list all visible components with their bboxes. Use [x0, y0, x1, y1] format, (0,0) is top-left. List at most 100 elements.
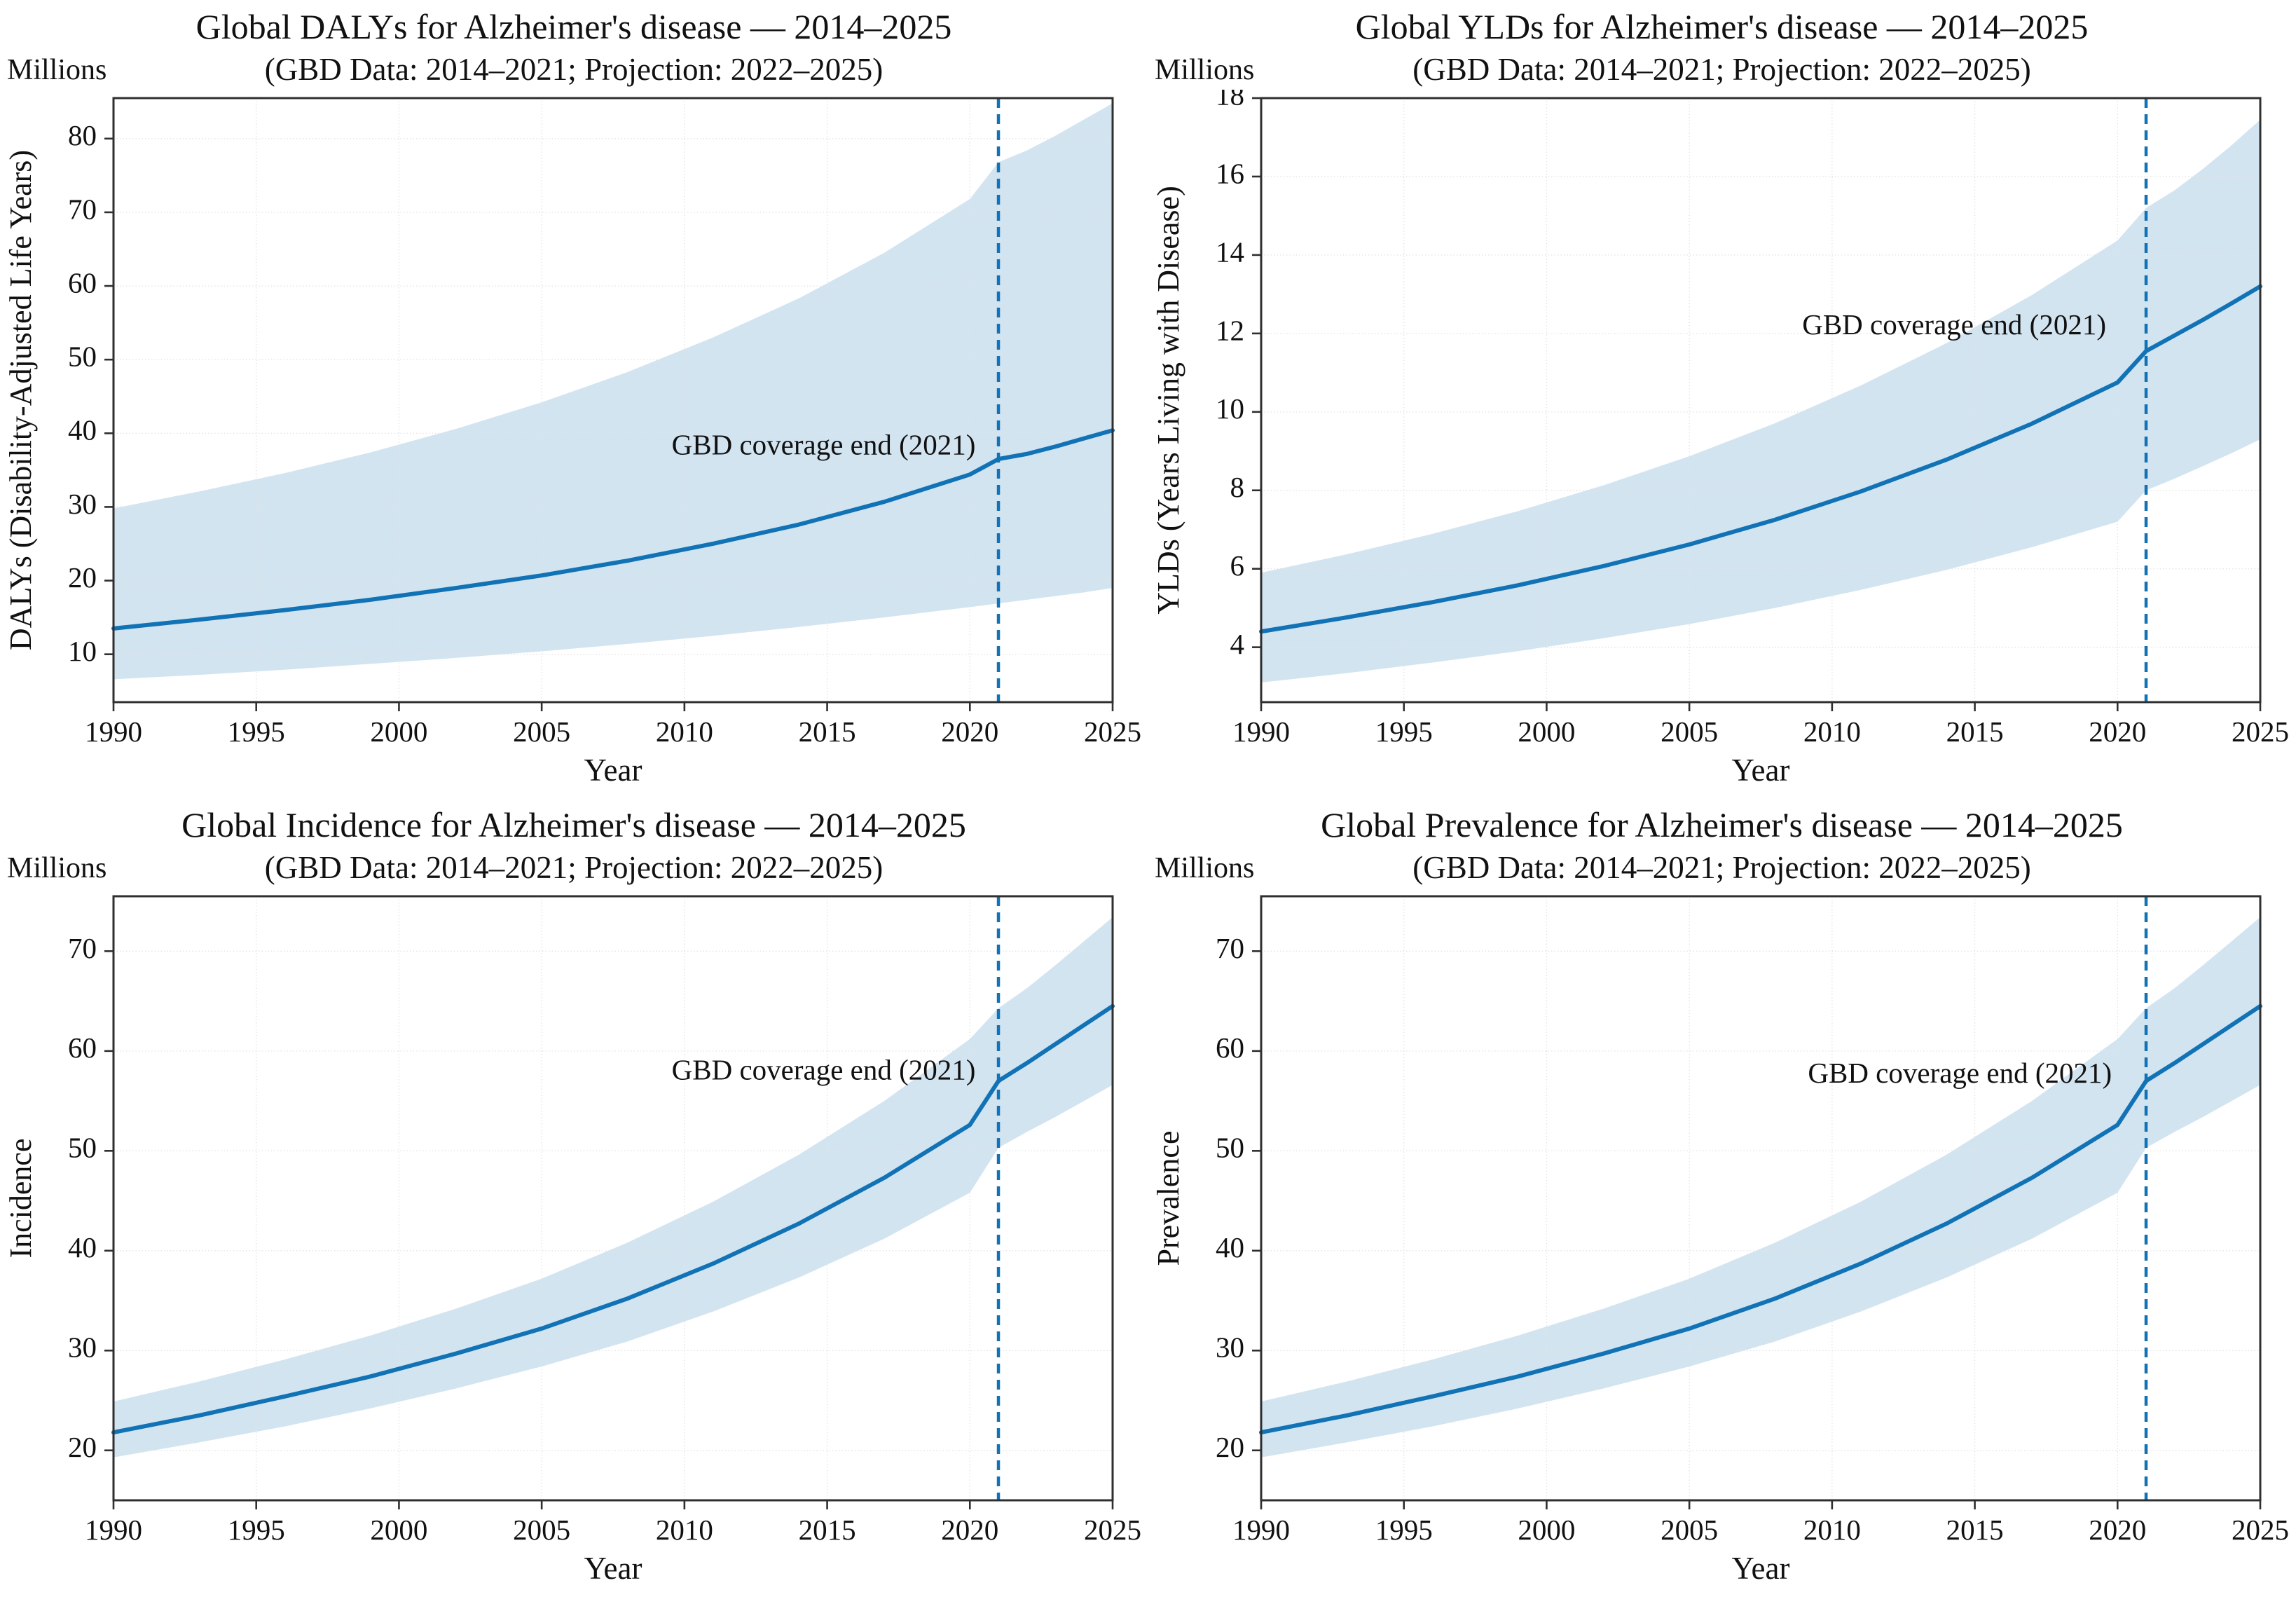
subtitle-row: Millions (GBD Data: 2014–2021; Projectio… — [0, 49, 1148, 90]
x-tick-label: 2005 — [1661, 715, 1718, 748]
chart-title: Global Incidence for Alzheimer's disease… — [181, 805, 966, 844]
y-tick-label: 6 — [1230, 549, 1245, 582]
chart-subtitle: (GBD Data: 2014–2021; Projection: 2022–2… — [264, 849, 884, 885]
x-axis-label: Year — [584, 753, 642, 788]
units-label: Millions — [1155, 53, 1255, 86]
y-tick-label: 10 — [68, 635, 97, 667]
x-tick-label: 2000 — [1518, 715, 1575, 748]
x-tick-label: 2005 — [1661, 1514, 1718, 1546]
y-tick-label: 40 — [68, 1231, 97, 1263]
confidence-band — [114, 917, 1113, 1458]
chart-title: Global DALYs for Alzheimer's disease — 2… — [195, 7, 952, 46]
x-tick-label: 2020 — [2089, 715, 2146, 748]
trend-line — [1259, 1003, 2262, 1434]
coverage-end-annotation: GBD coverage end (2021) — [672, 428, 976, 460]
x-tick-label: 2010 — [1803, 715, 1861, 748]
x-tick-label: 1990 — [85, 715, 142, 748]
x-tick-label: 2000 — [370, 715, 427, 748]
x-tick-label: 2010 — [656, 1514, 713, 1546]
confidence-band — [1261, 917, 2260, 1458]
x-tick-label: 2020 — [941, 1514, 998, 1546]
plot-frame — [112, 895, 1114, 1501]
x-tick-label: 1995 — [228, 1514, 285, 1546]
confidence-band — [1261, 119, 2260, 683]
y-tick-label: 12 — [1216, 314, 1244, 346]
subtitle-row: Millions (GBD Data: 2014–2021; Projectio… — [0, 847, 1148, 888]
ylds-plot-canvas: GBD coverage end (2021) 1990 1995 2000 2005 2… — [1151, 90, 2289, 788]
x-tick-label: 1995 — [1375, 715, 1433, 748]
y-tick-label: 70 — [1216, 931, 1244, 964]
x-tick-label: 2020 — [941, 715, 998, 748]
y-tick-label: 20 — [1216, 1431, 1244, 1463]
y-axis-label: Incidence — [4, 1138, 38, 1258]
units-label: Millions — [7, 851, 107, 884]
chart-incidence: Global Incidence for Alzheimer's disease… — [0, 798, 1148, 1597]
x-tick-label: 2010 — [1803, 1514, 1861, 1546]
y-tick-label: 70 — [68, 193, 97, 225]
x-tick-label: 2015 — [1946, 1514, 2004, 1546]
x-tick-label: 2000 — [370, 1514, 427, 1546]
y-axis-label: YLDs (Years Living with Disease) — [1151, 186, 1185, 614]
y-tick-label: 60 — [68, 266, 97, 299]
units-label: Millions — [7, 53, 107, 86]
plot-frame — [112, 97, 1114, 703]
y-tick-label: 50 — [68, 1131, 97, 1163]
coverage-end-annotation: GBD coverage end (2021) — [1802, 308, 2106, 340]
trend-line — [1259, 284, 2262, 633]
trend-line — [111, 1003, 1115, 1434]
x-tick-label: 1990 — [85, 1514, 142, 1546]
chart-subtitle: (GBD Data: 2014–2021; Projection: 2022–2… — [1412, 849, 2031, 885]
y-tick-label: 20 — [68, 561, 97, 593]
coverage-end-annotation: GBD coverage end (2021) — [1808, 1056, 2112, 1088]
chart-subtitle: (GBD Data: 2014–2021; Projection: 2022–2… — [264, 51, 884, 87]
subtitle-row: Millions (GBD Data: 2014–2021; Projectio… — [1148, 847, 2296, 888]
prevalence-plot-canvas: GBD coverage end (2021) 1990 1995 2000 2005 2… — [1151, 895, 2289, 1586]
y-tick-label: 20 — [68, 1431, 97, 1463]
y-tick-label: 10 — [1216, 392, 1244, 425]
y-tick-label: 30 — [1216, 1331, 1244, 1363]
x-tick-label: 2005 — [513, 715, 570, 748]
y-tick-label: 18 — [1216, 90, 1244, 111]
y-tick-label: 70 — [68, 931, 97, 964]
chart-title: Global YLDs for Alzheimer's disease — 20… — [1355, 7, 2089, 46]
confidence-band — [114, 102, 1113, 679]
x-tick-label: 2025 — [1084, 1514, 1141, 1546]
plot-frame — [1260, 97, 2262, 703]
x-axis-label: Year — [1732, 753, 1790, 788]
chart-prevalence: Global Prevalence for Alzheimer's diseas… — [1148, 798, 2296, 1597]
y-tick-label: 16 — [1216, 157, 1244, 189]
incidence-plot-canvas: GBD coverage end (2021) 1990 1995 2000 2005 2… — [4, 895, 1141, 1586]
x-tick-label: 2015 — [1946, 715, 2004, 748]
x-tick-label: 2020 — [2089, 1514, 2146, 1546]
x-tick-label: 2015 — [799, 1514, 856, 1546]
x-tick-label: 1990 — [1232, 1514, 1290, 1546]
x-tick-label: 2000 — [1518, 1514, 1575, 1546]
plot-frame — [1260, 895, 2262, 1501]
units-label: Millions — [1155, 851, 1255, 884]
chart-subtitle: (GBD Data: 2014–2021; Projection: 2022–2… — [1412, 51, 2031, 87]
x-tick-label: 1995 — [228, 715, 285, 748]
y-tick-label: 80 — [68, 119, 97, 151]
subtitle-row: Millions (GBD Data: 2014–2021; Projectio… — [1148, 49, 2296, 90]
x-tick-label: 2025 — [1084, 715, 1141, 748]
y-axis-label: Prevalence — [1151, 1130, 1185, 1266]
chart-ylds: Global YLDs for Alzheimer's disease — 20… — [1148, 0, 2296, 798]
x-tick-label: 2025 — [2232, 715, 2289, 748]
y-tick-label: 4 — [1230, 628, 1245, 660]
x-axis-label: Year — [1732, 1551, 1790, 1586]
y-tick-label: 50 — [1216, 1131, 1244, 1163]
x-tick-label: 2015 — [799, 715, 856, 748]
x-tick-label: 2005 — [513, 1514, 570, 1546]
y-tick-label: 60 — [68, 1031, 97, 1064]
x-tick-label: 1995 — [1375, 1514, 1433, 1546]
y-tick-label: 40 — [1216, 1231, 1244, 1263]
x-tick-label: 2010 — [656, 715, 713, 748]
chart-title: Global Prevalence for Alzheimer's diseas… — [1321, 805, 2123, 844]
y-tick-label: 30 — [68, 487, 97, 519]
y-axis-label: DALYs (Disability-Adjusted Life Years) — [4, 149, 38, 650]
chart-dalys: Global DALYs for Alzheimer's disease — 2… — [0, 0, 1148, 798]
y-tick-label: 8 — [1230, 471, 1245, 503]
y-tick-label: 60 — [1216, 1031, 1244, 1064]
dalys-plot-canvas: GBD coverage end (2021) 1990 1995 2000 2005 2… — [4, 97, 1141, 788]
